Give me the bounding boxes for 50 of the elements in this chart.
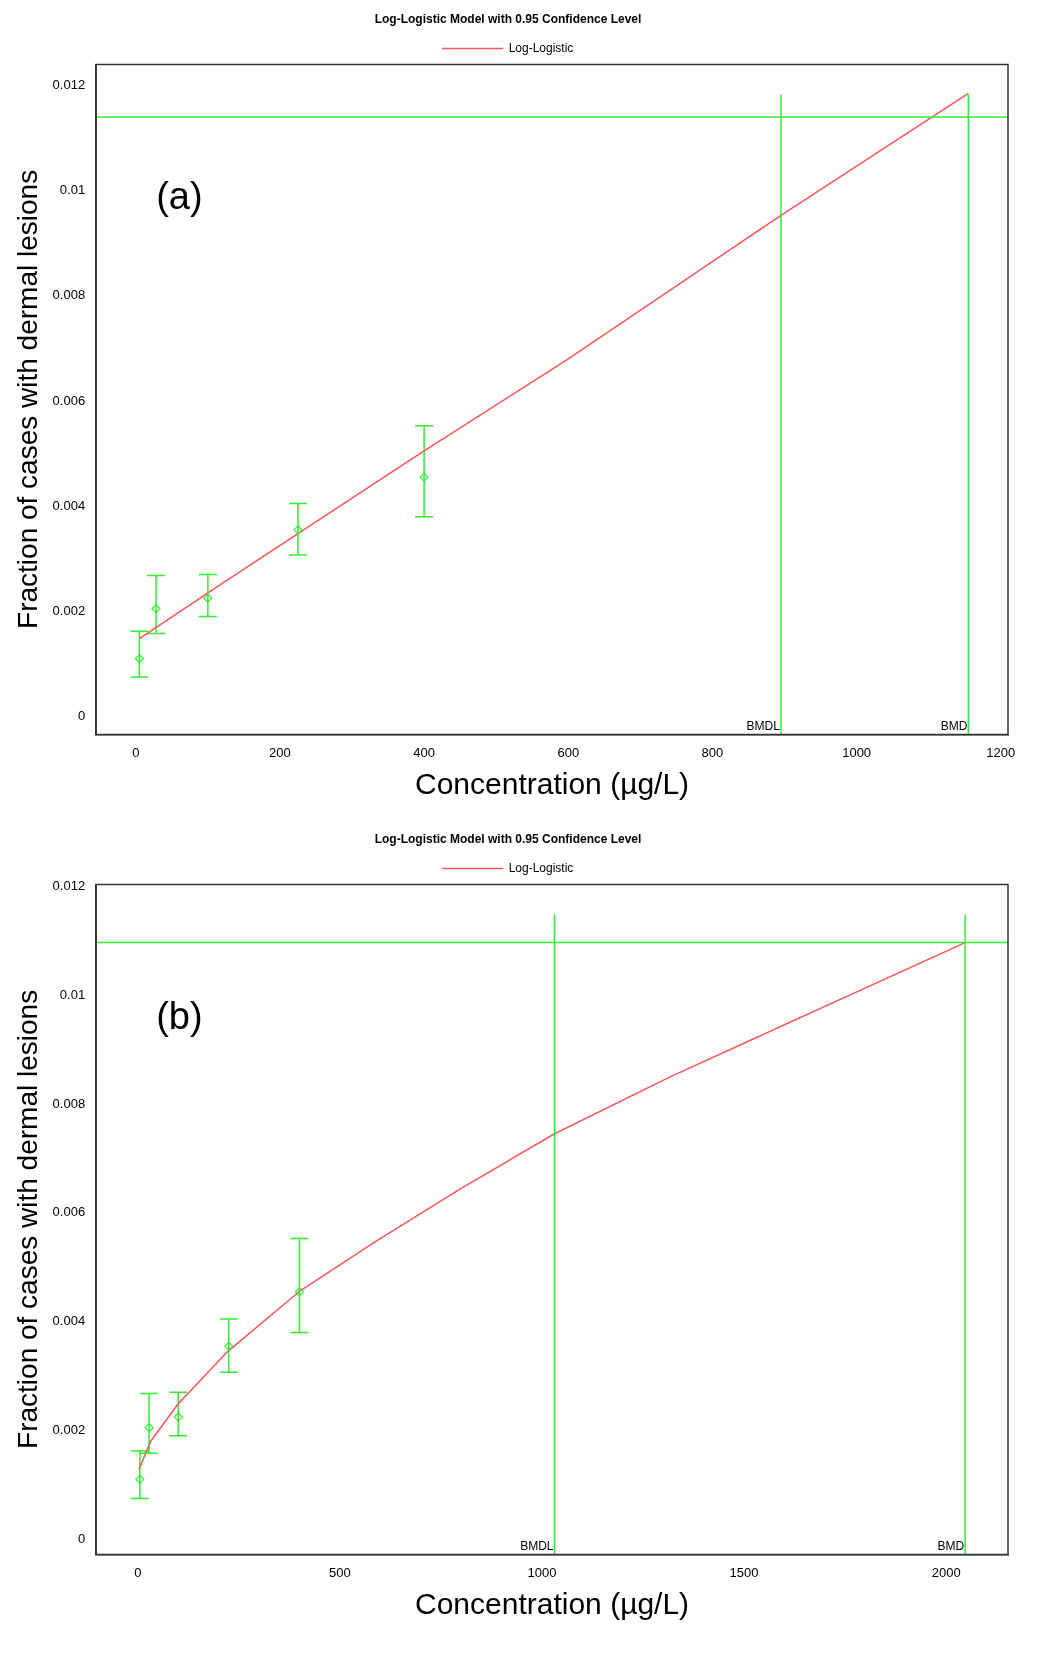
annotation: (a)	[156, 174, 203, 217]
y-tick-label: 0.004	[52, 1313, 86, 1329]
point	[224, 1341, 234, 1351]
x-tick-label: 2000	[931, 1564, 961, 1580]
x-tick-label: 1200	[986, 744, 1016, 760]
y-tick-label: 0.008	[52, 287, 86, 303]
y-tick-label: 0.006	[52, 1204, 86, 1220]
y-tick-label: 0.01	[59, 182, 86, 198]
chart-title: Log-Logistic Model with 0.95 Confidence Level	[374, 11, 642, 26]
x-tick-label: 0	[134, 1564, 142, 1580]
y-tick-label: 0	[77, 1530, 86, 1546]
legend-label: Log-Logistic	[508, 860, 574, 875]
x-tick-label: 0	[132, 744, 140, 760]
chart-title: Log-Logistic Model with 0.95 Confidence Level	[374, 831, 642, 846]
x-tick-label: 600	[557, 744, 580, 760]
y-tick-label: 0.012	[52, 878, 86, 894]
point	[134, 654, 144, 664]
ref-line-label: BMD	[937, 1538, 965, 1553]
x-tick-label: 200	[269, 744, 291, 760]
point	[135, 1474, 145, 1484]
y-tick-label: 0.008	[52, 1095, 86, 1111]
point	[294, 1287, 305, 1297]
y-tick-label: 0.002	[52, 1421, 86, 1437]
y-tick-label: 0.002	[52, 602, 86, 618]
y-tick-label: 0.004	[52, 497, 86, 513]
y-axis-title: Fraction of cases with dermal lesions	[11, 989, 43, 1449]
point	[293, 525, 303, 535]
x-axis-title: Concentration (µg/L)	[415, 767, 690, 801]
x-tick-label: 800	[701, 744, 724, 760]
x-axis-title: Concentration (µg/L)	[415, 1587, 690, 1621]
annotation: (b)	[156, 994, 203, 1037]
y-tick-label: 0	[77, 708, 86, 724]
y-axis-title: Fraction of cases with dermal lesions	[11, 169, 43, 629]
x-tick-label: 1000	[527, 1564, 557, 1580]
x-tick-label: 1500	[729, 1564, 759, 1580]
legend-label: Log-Logistic	[508, 40, 574, 55]
point	[144, 1423, 154, 1433]
ref-line-label: BMDL	[520, 1538, 554, 1553]
x-tick-label: 500	[329, 1564, 351, 1580]
y-tick-label: 0.006	[52, 392, 86, 408]
y-tick-label: 0.01	[59, 986, 86, 1002]
point	[419, 472, 429, 482]
ref-line-label: BMD	[940, 718, 968, 733]
x-tick-label: 1000	[842, 744, 872, 760]
ref-line-label: BMDL	[746, 718, 781, 733]
x-tick-label: 400	[413, 744, 435, 760]
point	[151, 604, 161, 614]
y-tick-label: 0.012	[52, 77, 86, 93]
point	[203, 593, 213, 603]
point	[173, 1412, 183, 1422]
